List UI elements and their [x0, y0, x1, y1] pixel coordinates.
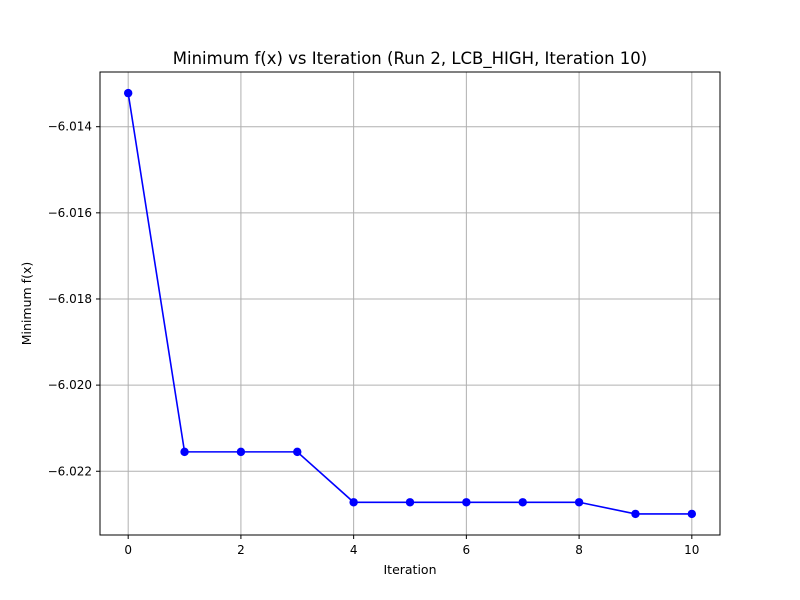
data-point — [123, 88, 133, 98]
chart-title: Minimum f(x) vs Iteration (Run 2, LCB_HI… — [173, 49, 647, 69]
y-axis-label: Minimum f(x) — [19, 262, 34, 345]
series-layer — [123, 88, 697, 519]
data-point — [574, 498, 584, 507]
x-tick-label: 8 — [575, 543, 583, 557]
x-tick-label: 6 — [463, 543, 471, 557]
y-tick-label: −6.020 — [48, 378, 92, 392]
ticks: 0 2 4 6 8 10 −6.014 −6.016 −6.018 −6.020 −6.022 — [48, 120, 700, 557]
data-point — [687, 509, 697, 519]
y-tick-label: −6.014 — [48, 120, 92, 134]
plot-frame — [99, 71, 721, 536]
y-tick-label: −6.022 — [48, 464, 92, 478]
data-point — [180, 447, 189, 457]
grid — [100, 72, 720, 535]
data-point — [405, 498, 415, 507]
x-axis-label: Iteration — [383, 562, 436, 577]
data-point — [349, 498, 358, 507]
x-tick-label: 0 — [124, 543, 132, 557]
data-point — [236, 447, 246, 457]
x-tick-label: 10 — [684, 543, 699, 557]
data-point — [518, 498, 527, 507]
y-tick-label: −6.018 — [48, 292, 92, 306]
x-tick-label: 4 — [350, 543, 358, 557]
data-point — [631, 509, 640, 519]
data-point — [293, 447, 302, 457]
x-tick-label: 2 — [237, 543, 245, 557]
data-point — [462, 498, 471, 507]
y-tick-label: −6.016 — [48, 206, 92, 220]
